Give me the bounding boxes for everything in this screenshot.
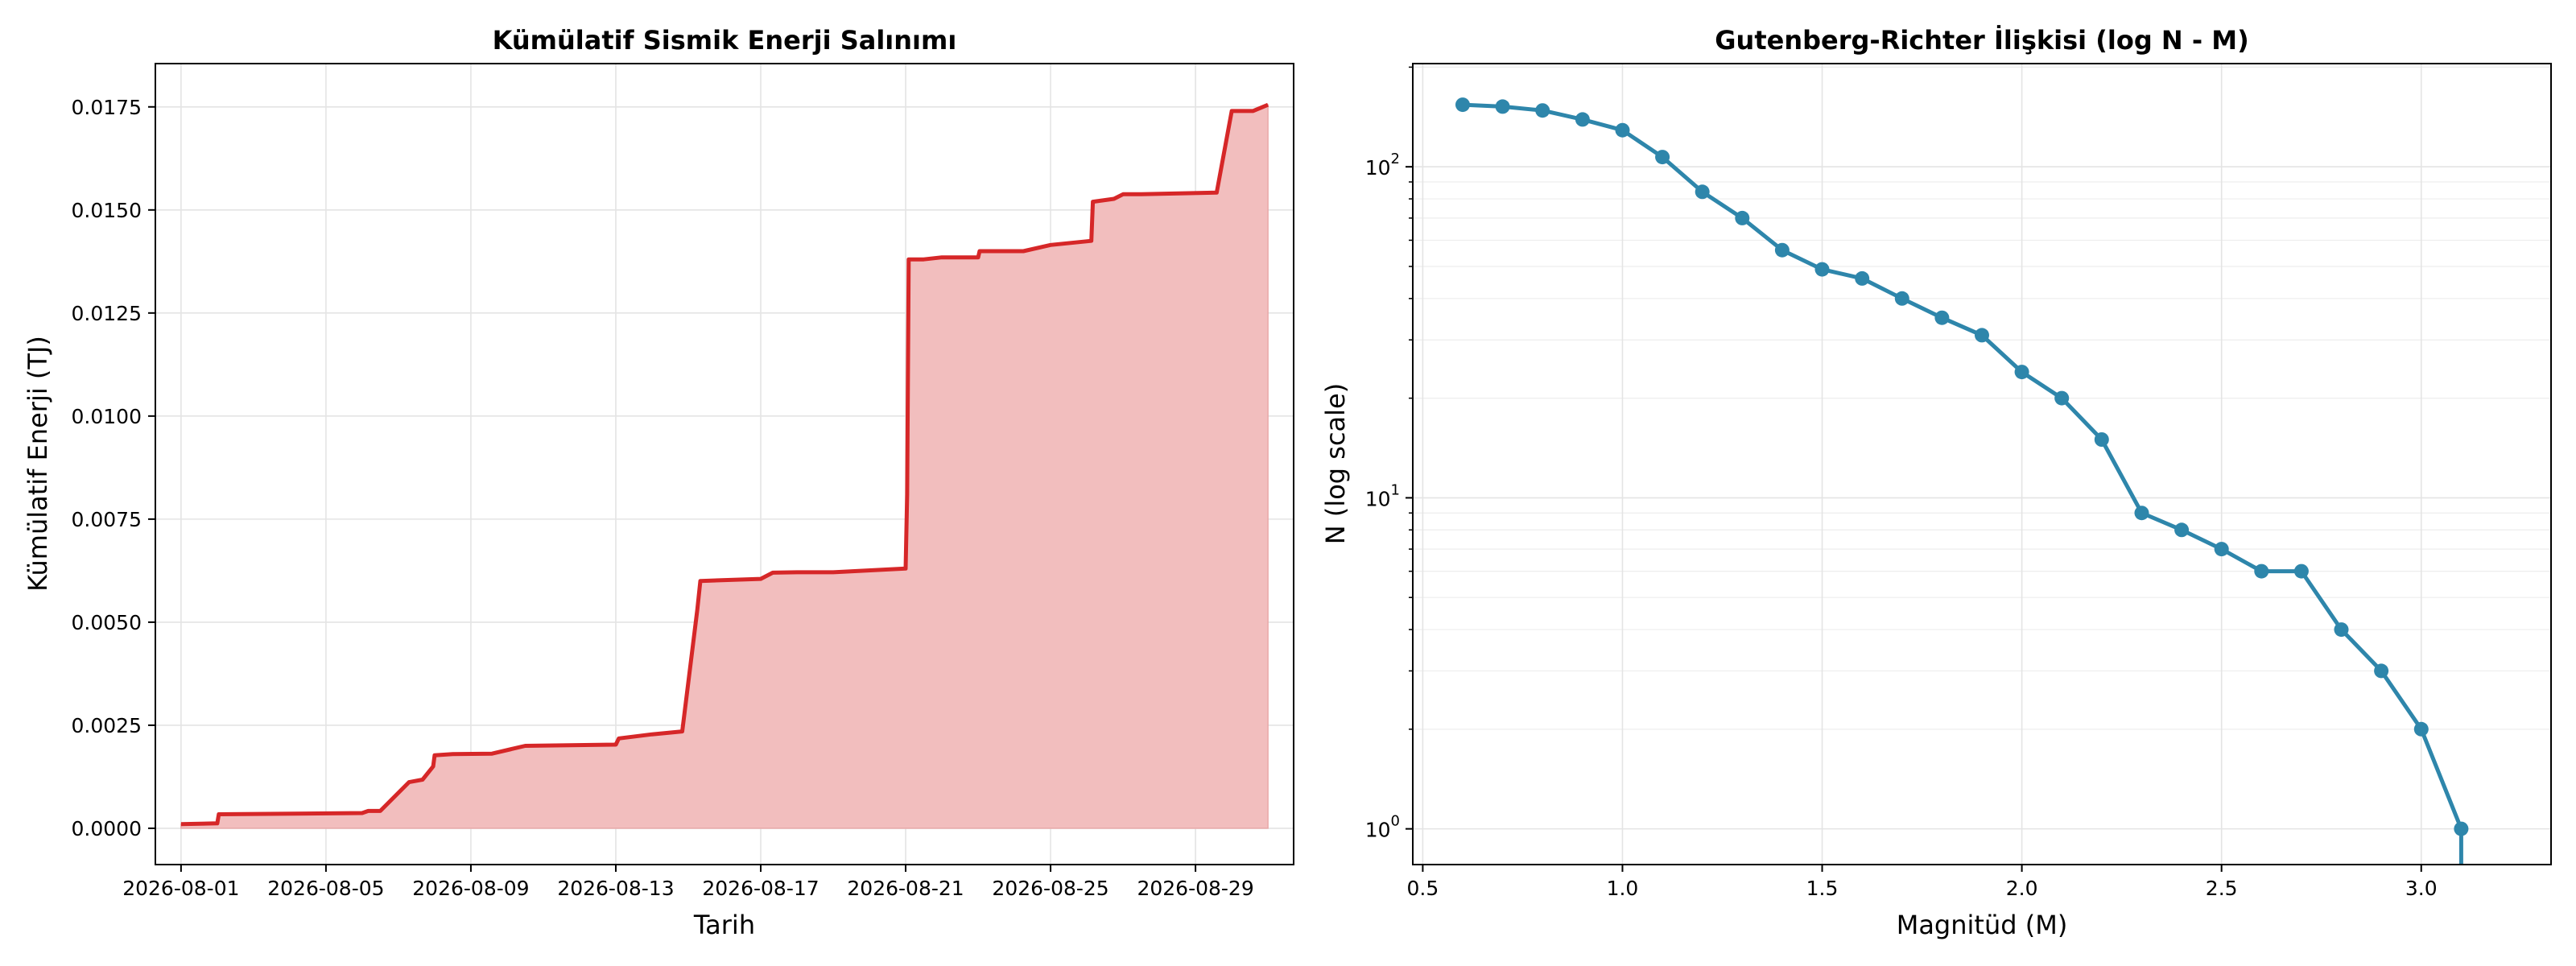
energy-chart-frame bbox=[155, 63, 1294, 865]
gr-data-point bbox=[2214, 542, 2229, 557]
gr-x-tick-label: 1.5 bbox=[1806, 877, 1839, 900]
gr-data-point bbox=[1575, 112, 1590, 127]
energy-x-tick-label: 2026-08-05 bbox=[267, 877, 384, 900]
gr-x-tick-label: 1.0 bbox=[1607, 877, 1639, 900]
gr-data-point bbox=[2293, 564, 2309, 579]
energy-y-tick-label: 0.0150 bbox=[72, 199, 142, 222]
energy-x-tick-label: 2026-08-01 bbox=[122, 877, 239, 900]
gr-chart-title: Gutenberg-Richter İlişkisi (log N - M) bbox=[1715, 25, 2248, 56]
gr-x-ticks: 0.5 1.0 1.5 2.0 2.5 3.0 bbox=[1407, 865, 2438, 900]
gr-series-points bbox=[1455, 97, 2469, 836]
gr-data-point bbox=[1894, 291, 1909, 306]
energy-y-tick-label: 0.0175 bbox=[72, 96, 142, 119]
gr-data-point bbox=[2094, 432, 2109, 447]
energy-x-tick-label: 2026-08-21 bbox=[847, 877, 964, 900]
energy-x-axis-label: Tarih bbox=[693, 910, 755, 940]
energy-area-fill bbox=[180, 104, 1269, 829]
gr-data-point bbox=[2413, 721, 2429, 737]
gr-y-ticks: 100 101 102 bbox=[1365, 66, 1413, 842]
gr-y-tick-label: 101 bbox=[1365, 481, 1400, 510]
energy-x-ticks: 2026-08-01 2026-08-05 2026-08-09 2026-08-13… bbox=[122, 865, 1254, 900]
energy-y-tick-label: 0.0125 bbox=[72, 302, 142, 325]
energy-y-tick-label: 0.0050 bbox=[72, 611, 142, 634]
energy-x-tick-label: 2026-08-13 bbox=[557, 877, 674, 900]
gr-data-point bbox=[2014, 365, 2029, 380]
energy-y-tick-label: 0.0025 bbox=[72, 714, 142, 737]
gutenberg-richter-chart: 0.5 1.0 1.5 2.0 2.5 3.0 100 101 102 Gutenberg-R… bbox=[1320, 25, 2552, 940]
gr-data-point bbox=[2254, 564, 2269, 579]
gr-data-point bbox=[2334, 622, 2349, 638]
energy-y-axis-label: Kümülatif Enerji (TJ) bbox=[23, 336, 53, 592]
gr-data-point bbox=[1774, 242, 1790, 258]
energy-chart: 2026-08-01 2026-08-05 2026-08-09 2026-08-13… bbox=[23, 25, 1294, 940]
energy-x-tick-label: 2026-08-09 bbox=[412, 877, 529, 900]
energy-series-line bbox=[180, 102, 1269, 827]
gr-data-point bbox=[2454, 821, 2469, 836]
gr-data-point bbox=[1735, 210, 1750, 225]
gr-chart-grid bbox=[1413, 64, 2551, 865]
energy-y-tick-label: 0.0100 bbox=[72, 405, 142, 428]
gr-data-point bbox=[1934, 310, 1950, 325]
gr-chart-frame bbox=[1412, 63, 2552, 865]
gr-x-tick-label: 0.5 bbox=[1407, 877, 1439, 900]
gr-data-point bbox=[2134, 506, 2149, 521]
gr-x-axis-label: Magnitüd (M) bbox=[1897, 910, 2068, 940]
energy-x-tick-label: 2026-08-17 bbox=[702, 877, 819, 900]
gr-data-point bbox=[1855, 270, 1870, 286]
gr-data-point bbox=[1615, 122, 1630, 138]
gr-data-point bbox=[2174, 522, 2190, 538]
gr-y-axis-label: N (log scale) bbox=[1320, 383, 1351, 544]
energy-y-tick-label: 0.0000 bbox=[72, 817, 142, 840]
gr-x-tick-label: 2.0 bbox=[2006, 877, 2038, 900]
gr-data-point bbox=[1535, 103, 1550, 118]
gr-data-point bbox=[1655, 150, 1670, 165]
gr-series-line bbox=[1462, 102, 2463, 865]
gr-x-tick-label: 2.5 bbox=[2206, 877, 2238, 900]
energy-y-tick-label: 0.0075 bbox=[72, 508, 142, 531]
gr-data-point bbox=[1814, 262, 1830, 277]
gr-data-point bbox=[2374, 663, 2389, 679]
energy-x-tick-label: 2026-08-25 bbox=[992, 877, 1108, 900]
gr-data-point bbox=[1455, 97, 1470, 113]
gr-data-point bbox=[1975, 328, 1989, 343]
gr-data-point bbox=[2054, 390, 2070, 406]
gr-x-tick-label: 3.0 bbox=[2405, 877, 2438, 900]
gr-data-point bbox=[1495, 99, 1510, 114]
gr-y-tick-label: 100 bbox=[1365, 813, 1400, 842]
gr-y-tick-label: 102 bbox=[1365, 151, 1400, 180]
gr-data-point bbox=[1695, 184, 1710, 200]
energy-x-tick-label: 2026-08-29 bbox=[1137, 877, 1253, 900]
energy-y-ticks: 0.0000 0.0025 0.0050 0.0075 0.0100 0.0125 0.01… bbox=[72, 96, 155, 840]
energy-chart-title: Kümülatif Sismik Enerji Salınımı bbox=[493, 25, 957, 56]
